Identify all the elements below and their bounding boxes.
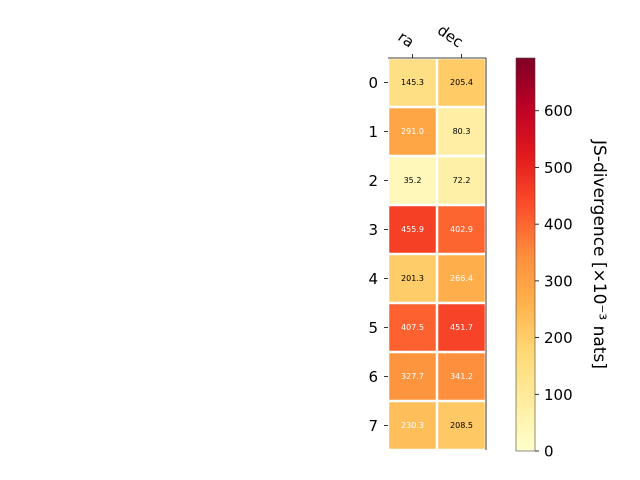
x-tick-label: ra <box>395 28 418 52</box>
colorbar: 0 100 200 300 400 500 600 JS-divergence [×10⁻³ … <box>515 57 609 461</box>
heatmap-cell <box>389 402 436 449</box>
cell-value-label: 341.2 <box>450 372 473 381</box>
colorbar-label: JS-divergence [×10⁻³ nats] <box>589 139 609 369</box>
cell-value-label: 266.4 <box>450 274 473 283</box>
y-tick-label: 7 <box>368 417 378 435</box>
y-axis-ticks: 0 1 2 3 4 5 6 7 <box>368 74 388 435</box>
y-tick-label: 3 <box>368 221 378 239</box>
cell-value-label: 208.5 <box>450 421 473 430</box>
heatmap-cell <box>438 255 485 302</box>
y-tick-label: 6 <box>368 368 378 386</box>
heatmap-cell <box>389 255 436 302</box>
cell-value-label: 201.3 <box>401 274 424 283</box>
colorbar-gradient <box>515 57 536 452</box>
heatmap-cell <box>389 206 436 253</box>
cell-value-label: 72.2 <box>453 176 471 185</box>
cell-value-label: 451.7 <box>450 323 473 332</box>
heatmap-cell <box>389 59 436 106</box>
colorbar-tick-label: 400 <box>544 216 573 234</box>
colorbar-tick-label: 500 <box>544 159 573 177</box>
heatmap-cells: 145.3 205.4 291.0 80.3 35.2 72.2 455.9 402.9 201… <box>388 57 487 450</box>
heatmap-cell <box>438 108 485 155</box>
heatmap-cell <box>438 304 485 351</box>
cell-value-label: 205.4 <box>450 78 473 87</box>
heatmap-cell <box>389 157 436 204</box>
y-tick-label: 4 <box>368 270 378 288</box>
heatmap-cell <box>389 108 436 155</box>
y-tick-label: 0 <box>368 74 378 92</box>
heatmap-cell <box>438 402 485 449</box>
cell-value-label: 80.3 <box>453 127 471 136</box>
y-tick-label: 5 <box>368 319 378 337</box>
colorbar-tick-label: 200 <box>544 329 573 347</box>
y-tick-label: 2 <box>368 172 378 190</box>
cell-value-label: 455.9 <box>401 225 424 234</box>
heatmap-cell <box>389 304 436 351</box>
cell-value-label: 407.5 <box>401 323 424 332</box>
cell-value-label: 402.9 <box>450 225 473 234</box>
heatmap-cell <box>438 59 485 106</box>
y-tick-label: 1 <box>368 123 378 141</box>
cell-value-label: 327.7 <box>401 372 424 381</box>
cell-value-label: 35.2 <box>404 176 422 185</box>
cell-value-label: 291.0 <box>401 127 424 136</box>
x-axis-ticks: ra dec <box>395 21 467 58</box>
cell-value-label: 145.3 <box>401 78 424 87</box>
colorbar-tick-label: 600 <box>544 102 573 120</box>
heatmap-cell <box>438 206 485 253</box>
heatmap-cell <box>438 353 485 400</box>
colorbar-tick-label: 300 <box>544 272 573 290</box>
cell-value-label: 230.3 <box>401 421 424 430</box>
heatmap-cell <box>438 157 485 204</box>
heatmap-cell <box>389 353 436 400</box>
x-tick-label: dec <box>434 21 466 51</box>
colorbar-tick-label: 0 <box>544 443 554 461</box>
colorbar-tick-label: 100 <box>544 386 573 404</box>
